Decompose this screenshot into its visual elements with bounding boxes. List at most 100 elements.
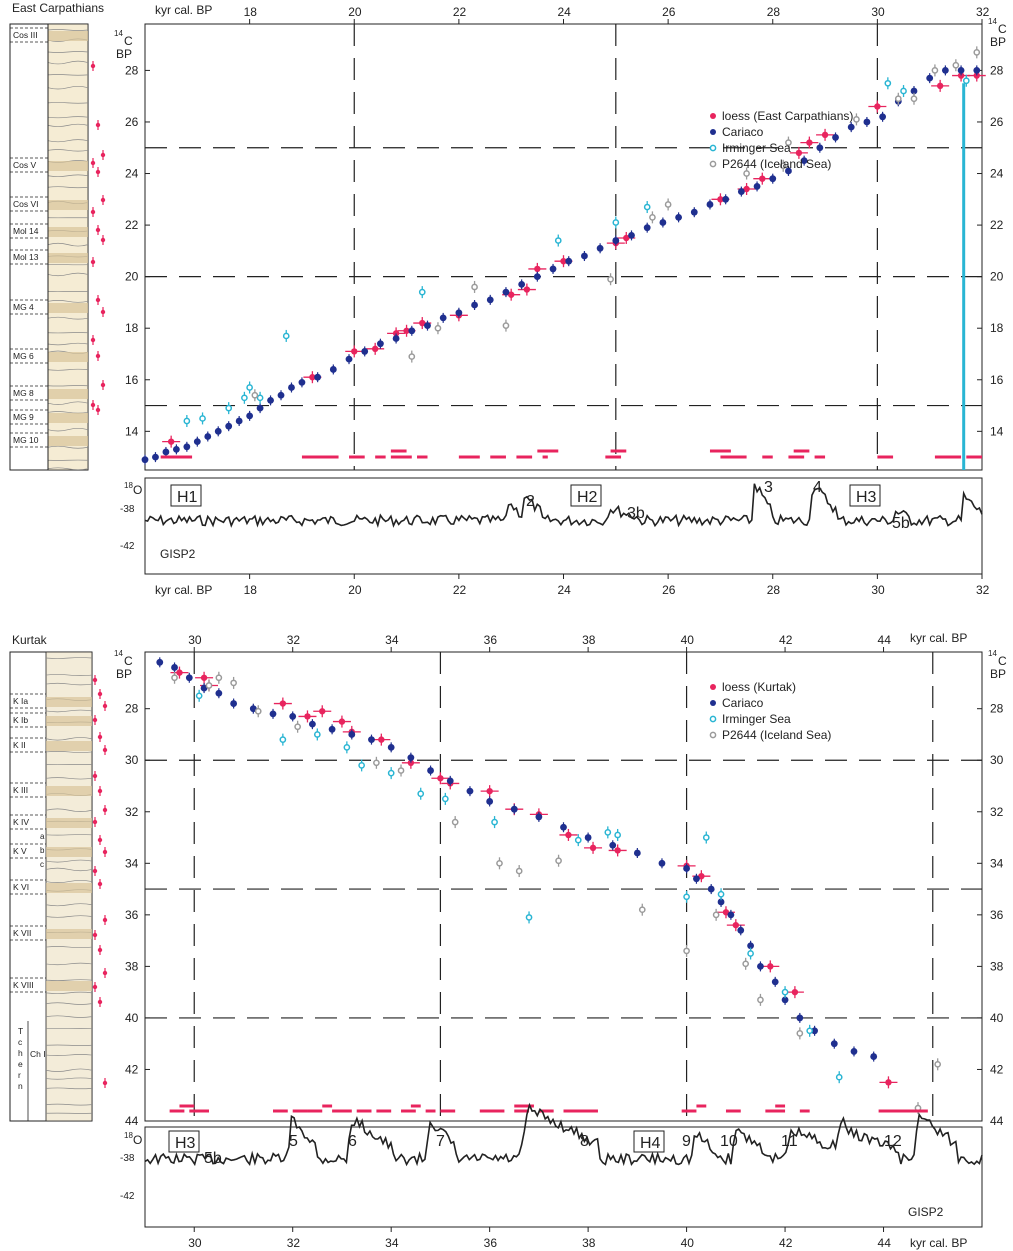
point-irminger: [835, 1073, 843, 1081]
y-tick-label-left: 18: [125, 321, 139, 335]
point-cariaco: [377, 340, 384, 348]
point-cariaco: [830, 1040, 838, 1048]
point-cariaco: [267, 396, 274, 404]
svg-text:5: 5: [289, 1133, 298, 1150]
svg-text:5b: 5b: [892, 515, 910, 532]
point-cariaco: [628, 231, 635, 239]
point-irminger: [747, 950, 754, 957]
core-layer: [47, 427, 89, 432]
core-units-top: Cos III Cos V Cos VI Mol 14 Mol 13 MG 4 MG 6 MG…: [10, 27, 48, 448]
bottom-axis-title-bottom: kyr cal. BP: [910, 1236, 967, 1250]
svg-text:11: 11: [781, 1133, 798, 1150]
core-unit-band: [48, 389, 88, 399]
core-vertical-letter: r: [18, 1070, 21, 1080]
svg-text:14: 14: [114, 649, 123, 658]
x-axis-bottom-bottom: 30 32 34 36 38 40 42 44: [188, 1227, 891, 1250]
core-sample: [100, 237, 106, 243]
core-unit-band: [46, 883, 92, 893]
point-cariaco: [706, 201, 714, 208]
core-layer: [47, 102, 89, 104]
x-tick-label-top: 30: [871, 5, 885, 19]
svg-text:H3: H3: [856, 489, 877, 506]
point-cariaco: [486, 798, 494, 805]
core-sample: [90, 209, 96, 215]
core-sample: [97, 999, 103, 1005]
core-unit-band: [48, 303, 88, 313]
svg-text:8: 8: [580, 1133, 589, 1150]
point-p2644: [205, 682, 213, 689]
core-sample: [97, 691, 103, 697]
svg-text:BP: BP: [990, 667, 1006, 681]
point-cariaco: [769, 175, 777, 183]
core-subunit-letter: a: [40, 832, 45, 841]
x-tick-label-bottom: 26: [662, 583, 676, 597]
point-cariaco: [658, 859, 666, 867]
point-cariaco: [214, 427, 222, 435]
core-column-bottom: [9, 651, 93, 1122]
point-cariaco: [910, 87, 918, 95]
point-cariaco: [455, 309, 463, 317]
point-cariaco: [957, 67, 965, 74]
point-p2644: [397, 767, 405, 774]
x-tick-label-bottom: 36: [484, 1236, 498, 1250]
core-layer: [47, 116, 89, 119]
point-cariaco: [549, 265, 557, 273]
point-irminger: [418, 288, 426, 296]
legend-label-cariaco-top: Cariaco: [722, 125, 764, 139]
point-loess: [791, 988, 799, 996]
core-subunit-letter: c: [40, 860, 44, 869]
point-cariaco: [204, 433, 212, 440]
core-sample: [100, 152, 106, 158]
core-layer: [45, 834, 93, 836]
point-irminger: [387, 769, 395, 777]
point-cariaco: [172, 445, 180, 453]
point-irminger: [183, 417, 191, 425]
svg-text:-38: -38: [120, 1153, 135, 1164]
y-tick-label-right: 20: [990, 270, 1004, 284]
core-sample: [97, 788, 103, 794]
point-irminger: [246, 384, 253, 391]
core-layer: [47, 74, 89, 76]
point-irminger: [256, 394, 264, 402]
y-tick-label-right: 40: [990, 1011, 1004, 1025]
core-layer: [47, 174, 89, 178]
point-p2644: [451, 818, 459, 826]
point-cariaco: [392, 335, 400, 342]
y-tick-label-right: 28: [990, 63, 1004, 77]
point-cariaco: [643, 224, 651, 232]
core-layer: [45, 859, 93, 863]
core-layer: [47, 342, 89, 346]
core-unit-band: [48, 227, 88, 237]
point-loess: [806, 139, 813, 146]
y-tick-label-left: 38: [125, 959, 139, 973]
point-cariaco: [560, 823, 567, 831]
point-cariaco: [973, 67, 981, 74]
core-vertical-letter: c: [18, 1037, 23, 1047]
svg-text:BP: BP: [116, 667, 132, 681]
point-cariaco: [439, 314, 447, 322]
core-unit-band: [46, 981, 92, 991]
core-layer: [45, 979, 93, 981]
core-layer: [47, 300, 89, 303]
x-tick-label-bottom: 28: [767, 583, 781, 597]
point-loess: [885, 1079, 892, 1086]
core-unit-label: K V: [13, 846, 27, 856]
point-cariaco: [329, 366, 337, 373]
svg-text:C: C: [998, 22, 1007, 36]
point-loess: [565, 831, 572, 839]
svg-text:H1: H1: [177, 489, 198, 506]
core-unit-label: Ch I: [30, 1049, 46, 1059]
core-unit-label: Mol 14: [13, 226, 39, 236]
point-cariaco: [162, 448, 170, 456]
core-vertical-letter: n: [18, 1081, 23, 1091]
point-cariaco: [387, 743, 395, 751]
svg-text:6: 6: [348, 1133, 357, 1150]
point-loess: [176, 669, 183, 676]
point-cariaco: [466, 787, 474, 795]
core-sample: [92, 932, 98, 938]
core-layer: [47, 85, 89, 90]
point-cariaco: [737, 926, 745, 934]
svg-text:BP: BP: [990, 35, 1006, 49]
point-loess: [957, 72, 965, 79]
point-cariaco: [427, 767, 434, 774]
